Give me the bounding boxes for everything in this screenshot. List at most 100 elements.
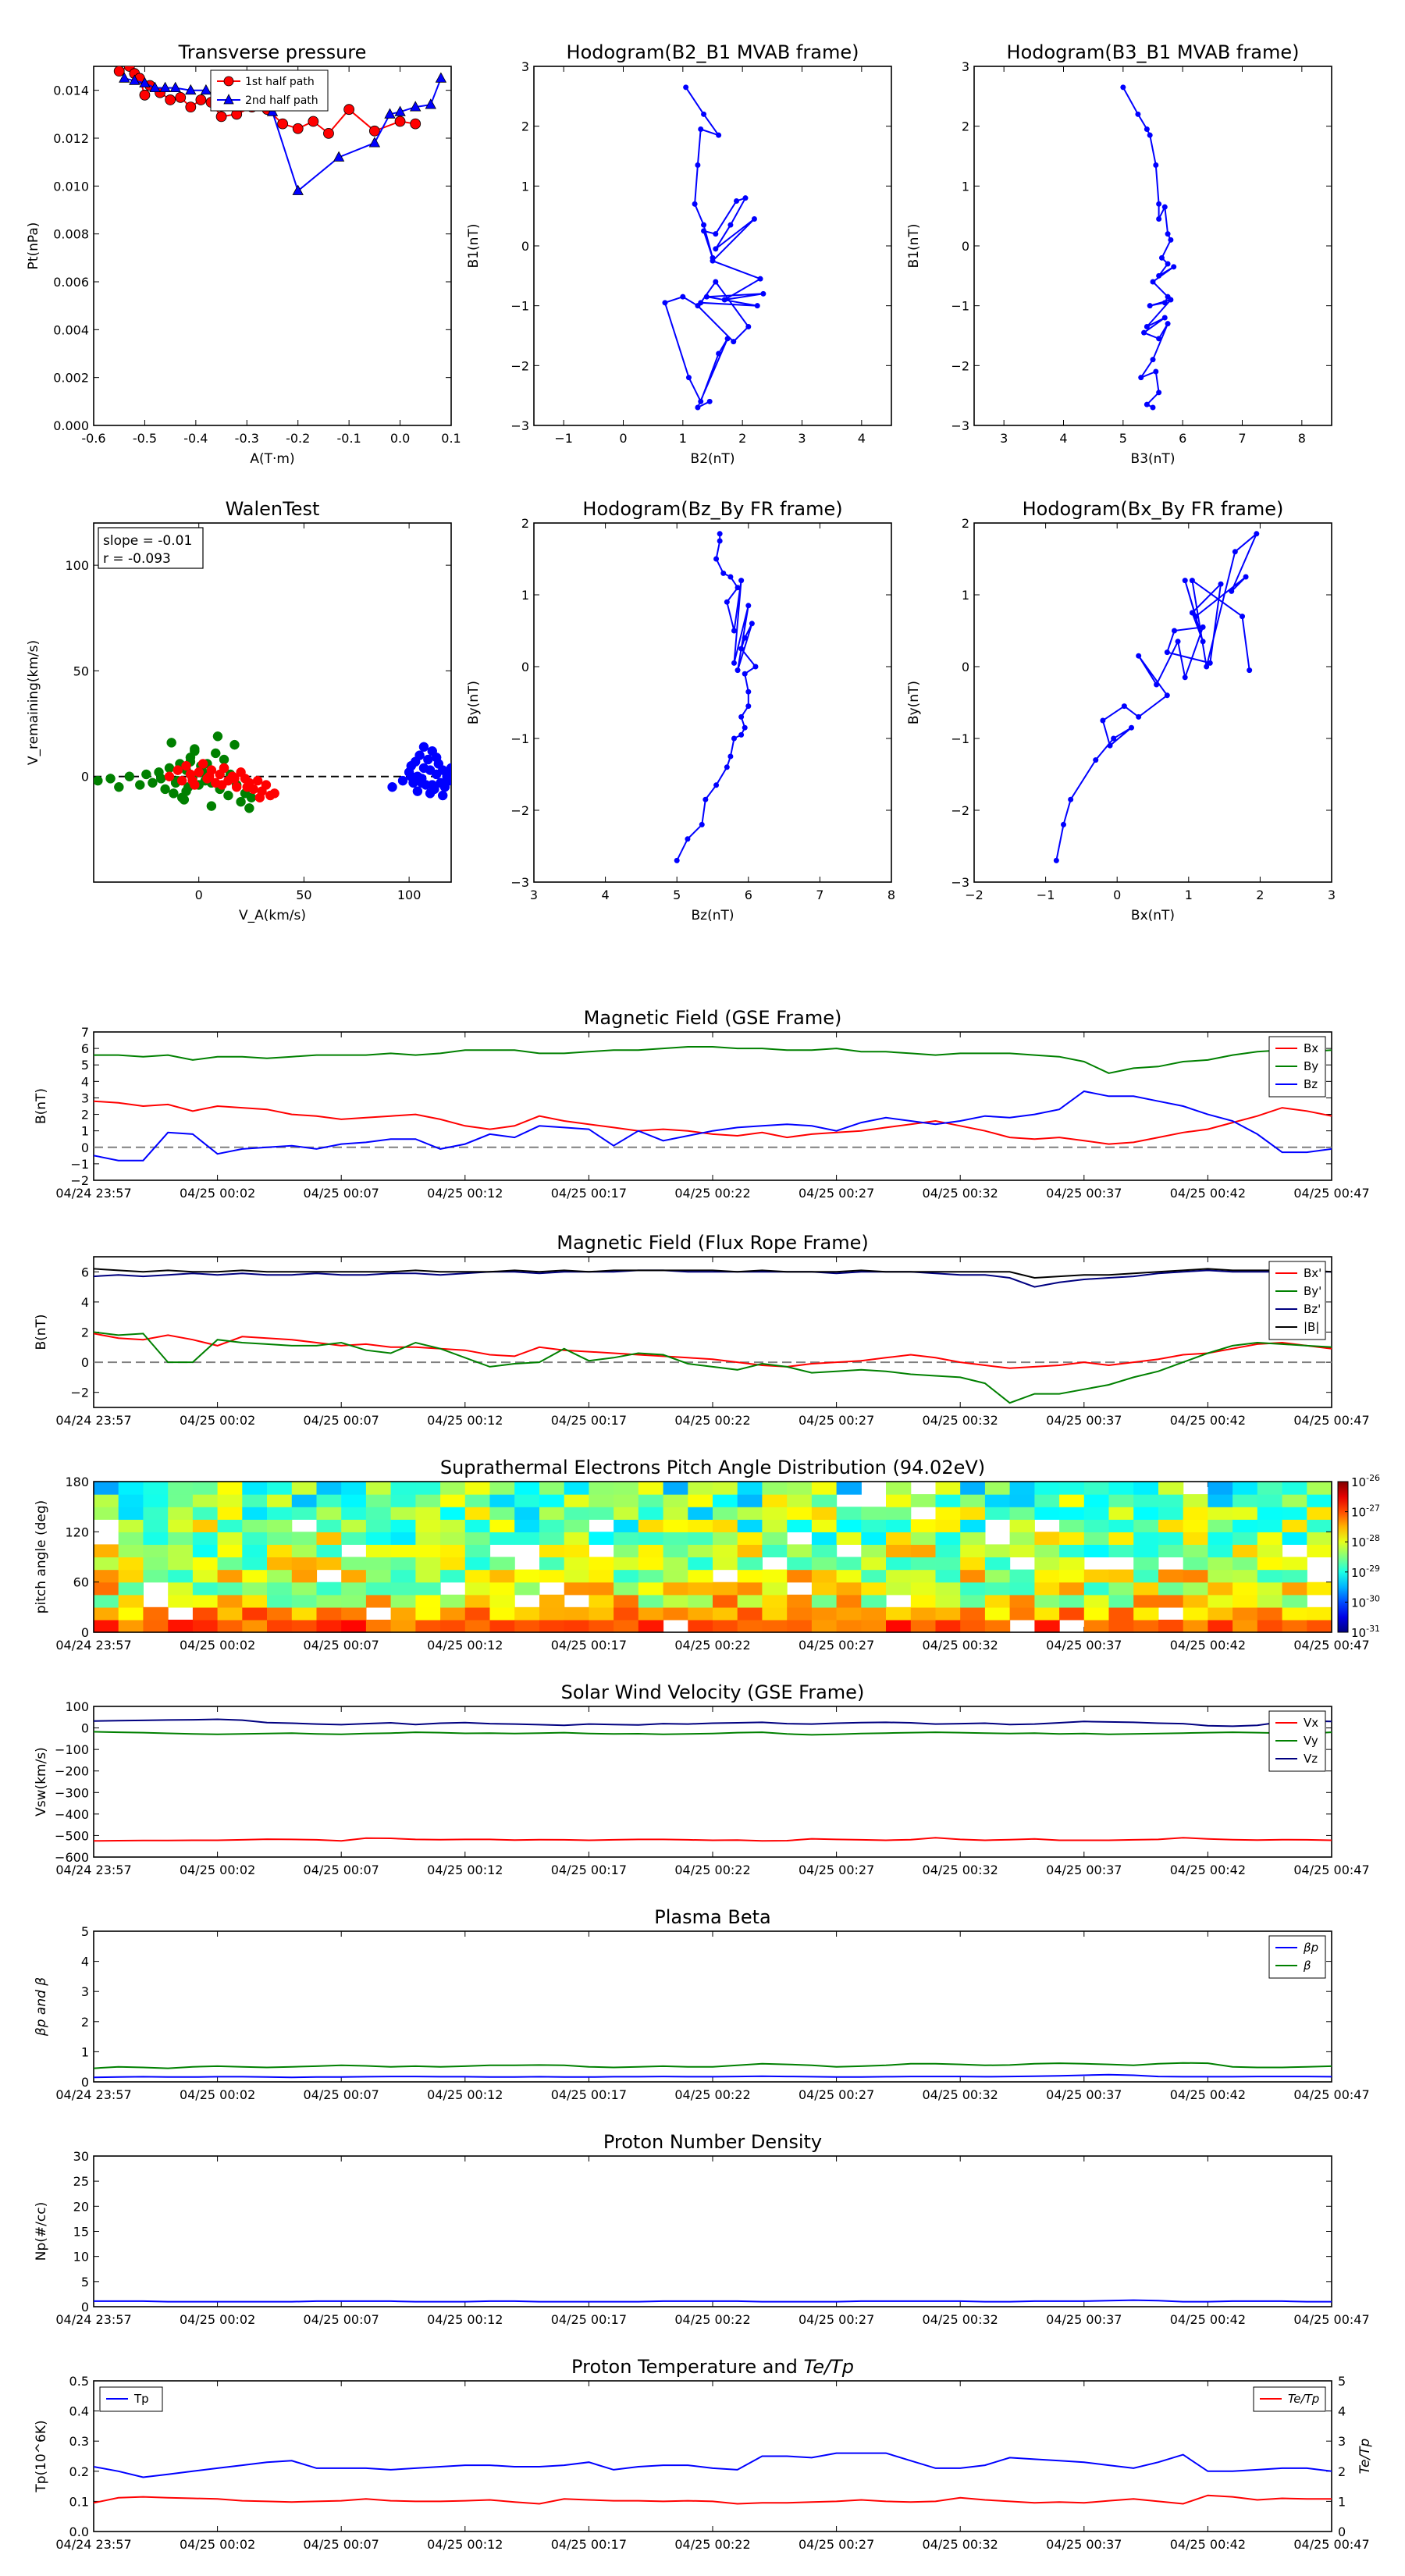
- heatmap-cell: [1282, 1582, 1307, 1596]
- heatmap-cell: [440, 1544, 466, 1558]
- data-point: [745, 324, 752, 329]
- y-tick-label: 3: [81, 1984, 89, 1999]
- heatmap-cell: [1282, 1519, 1307, 1532]
- heatmap-cell: [564, 1544, 589, 1558]
- heatmap-cell: [539, 1544, 565, 1558]
- y-right-tick-label: 5: [1338, 2374, 1346, 2389]
- data-point: [105, 774, 116, 784]
- heatmap-cell: [886, 1619, 912, 1633]
- legend-marker: [223, 94, 234, 105]
- heatmap-cell: [1009, 1519, 1035, 1532]
- panel-title: Transverse pressure: [178, 41, 367, 63]
- data-point: [698, 398, 704, 404]
- colorbar-tick-exp: -29: [1366, 1564, 1380, 1574]
- data-point: [148, 777, 158, 788]
- heatmap-cell: [316, 1482, 342, 1495]
- heatmap-cell: [365, 1544, 392, 1558]
- heatmap-cell: [688, 1544, 713, 1558]
- heatmap-cell: [267, 1606, 293, 1621]
- x-tick-label: 1: [679, 431, 687, 446]
- data-point: [1207, 660, 1213, 666]
- y-tick-label: 0: [81, 2075, 89, 2090]
- data-point: [731, 628, 737, 634]
- heatmap-cell: [762, 1582, 788, 1596]
- x-tick-label: -0.3: [235, 431, 259, 446]
- heatmap-cell: [1257, 1594, 1283, 1608]
- y-right-axis-label: Te/Tp: [1357, 2438, 1373, 2474]
- heatmap-cell: [737, 1569, 763, 1583]
- heatmap-cell: [589, 1619, 614, 1633]
- heatmap-cell: [688, 1507, 713, 1520]
- y-tick-label: 0.004: [53, 322, 89, 337]
- heatmap-cell: [242, 1507, 268, 1520]
- heatmap-cell: [390, 1619, 416, 1633]
- data-point: [292, 123, 304, 134]
- data-point: [1156, 201, 1162, 207]
- panel-plasma_beta: Plasma Beta 04/24 23:57 04/25 00:02 04/25 0…: [34, 1906, 1370, 2102]
- data-point: [114, 781, 124, 792]
- data-point: [169, 81, 181, 92]
- heatmap-cell: [1208, 1594, 1233, 1608]
- time-tick-label: 04/25 00:22: [674, 2312, 750, 2327]
- heatmap-cell: [811, 1619, 838, 1633]
- heatmap-cell: [217, 1557, 243, 1571]
- heatmap-cell: [489, 1619, 515, 1633]
- y-tick-label: 0.006: [53, 275, 89, 290]
- heatmap-cell: [787, 1606, 813, 1621]
- heatmap-cell: [489, 1606, 515, 1621]
- heatmap-cell: [489, 1594, 515, 1608]
- data-point: [242, 781, 252, 792]
- heatmap-cell: [440, 1494, 466, 1507]
- y-tick-label: 50: [73, 664, 89, 678]
- data-point: [406, 771, 417, 781]
- panel-title: Solar Wind Velocity (GSE Frame): [561, 1681, 865, 1703]
- time-tick-label: 04/25 00:47: [1293, 1638, 1369, 1653]
- heatmap-cell: [192, 1532, 219, 1545]
- heatmap-cell: [663, 1494, 688, 1507]
- time-tick-label: 04/25 00:47: [1293, 2312, 1369, 2327]
- panel-title-text: Proton Temperature and: [571, 2356, 803, 2378]
- heatmap-cell: [1158, 1507, 1184, 1520]
- heatmap-cell: [1059, 1606, 1085, 1621]
- panel-hodo_b2_b1: Hodogram(B2_B1 MVAB frame) −3 −2 −1 0 1 2 3 −1 0 1…: [466, 41, 892, 467]
- time-tick-label: 04/25 00:02: [180, 2087, 255, 2102]
- heatmap-cell: [836, 1482, 862, 1495]
- heatmap-cell: [811, 1482, 838, 1495]
- heatmap-cell: [762, 1482, 788, 1495]
- y-tick-label: 0: [81, 1625, 89, 1640]
- x-tick-label: -0.5: [133, 431, 157, 446]
- legend-label: Bx': [1304, 1266, 1321, 1280]
- y-tick-label: 10: [73, 2250, 89, 2265]
- time-tick-label: 04/25 00:47: [1293, 1413, 1369, 1428]
- data-point: [135, 780, 145, 790]
- heatmap-cell: [713, 1606, 738, 1621]
- time-tick-label: 04/25 00:47: [1293, 1186, 1369, 1201]
- data-point: [738, 646, 745, 652]
- heatmap-cell: [267, 1507, 293, 1520]
- data-point: [219, 763, 229, 774]
- colorbar-tick-base: 10: [1351, 1535, 1366, 1550]
- data-point: [662, 300, 668, 306]
- x-tick-label: 2: [738, 431, 746, 446]
- time-tick-label: 04/25 00:27: [799, 2312, 874, 2327]
- heatmap-cell: [341, 1507, 367, 1520]
- y-tick-label: 15: [73, 2225, 89, 2240]
- heatmap-cell: [861, 1519, 887, 1532]
- y-tick-label: 0.4: [69, 2404, 89, 2419]
- heatmap-cell: [217, 1569, 243, 1583]
- heatmap-cell: [1133, 1482, 1159, 1495]
- heatmap-cell: [564, 1582, 589, 1596]
- heatmap-cell: [514, 1569, 540, 1583]
- data-point: [94, 775, 103, 786]
- time-tick-label: 04/25 00:32: [923, 2537, 998, 2552]
- heatmap-cell: [1133, 1507, 1159, 1520]
- heatmap-cell: [94, 1606, 119, 1621]
- panel-title: Hodogram(B3_B1 MVAB frame): [1007, 41, 1300, 63]
- heatmap-cell: [1208, 1619, 1233, 1633]
- heatmap-cell: [168, 1544, 194, 1558]
- heatmap-cell: [836, 1569, 862, 1583]
- data-point: [1243, 574, 1249, 580]
- heatmap-cell: [440, 1557, 466, 1571]
- x-axis-label: Bz(nT): [691, 908, 734, 923]
- heatmap-cell: [589, 1606, 614, 1621]
